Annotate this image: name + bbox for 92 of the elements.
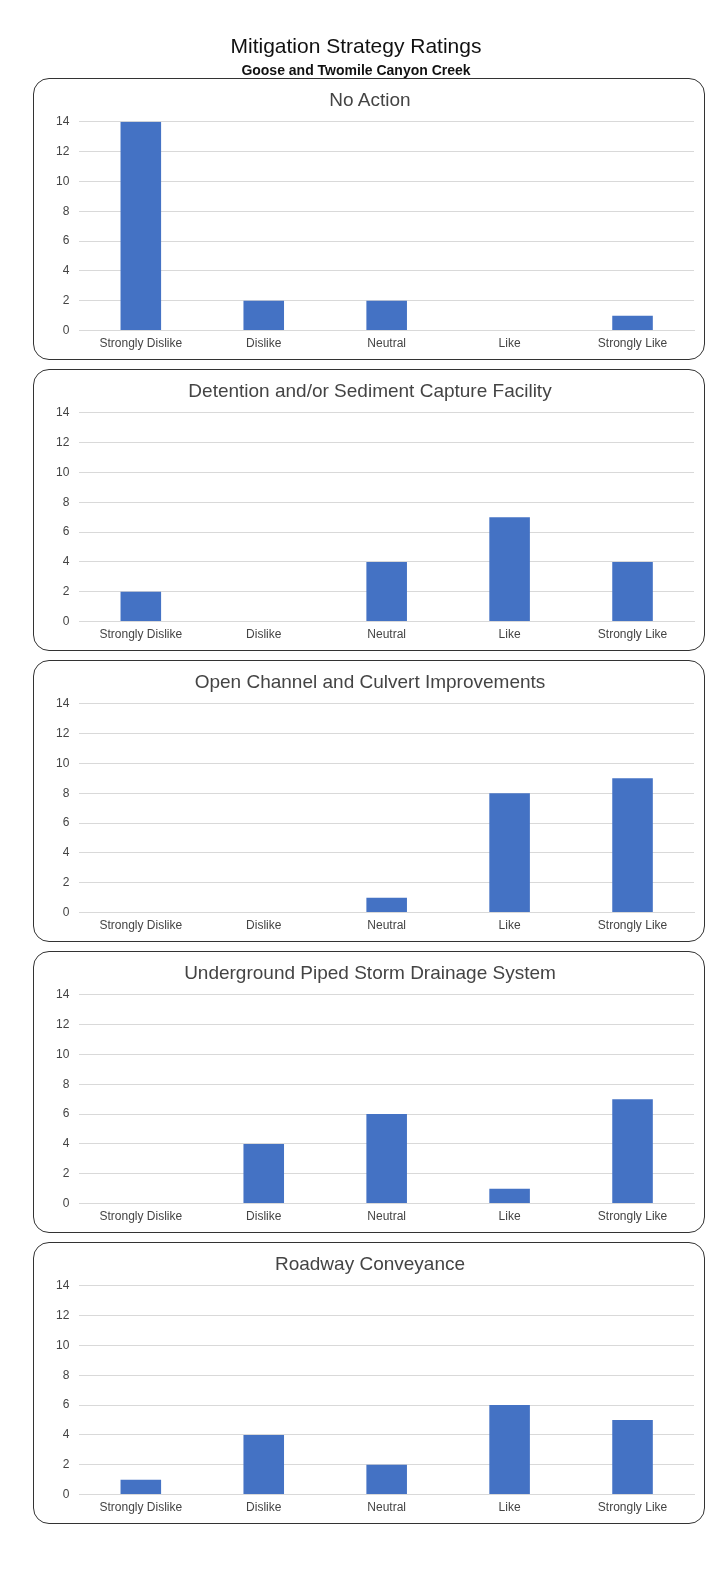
x-tick-label: Dislike: [246, 918, 282, 933]
y-tick-label: 4: [62, 1427, 70, 1442]
chart-title: No Action: [329, 88, 411, 110]
x-tick-label: Dislike: [246, 1209, 282, 1224]
y-tick-label: 8: [62, 494, 70, 509]
y-tick-label: 12: [55, 1307, 70, 1322]
y-tick-label: 4: [62, 554, 70, 569]
y-tick-label: 2: [62, 875, 70, 890]
x-tick-label: Neutral: [367, 918, 407, 933]
y-tick-label: 14: [55, 696, 70, 711]
y-tick-label: 10: [55, 1337, 70, 1352]
x-tick-label: Strongly Dislike: [99, 336, 183, 351]
x-tick-label: Dislike: [246, 627, 282, 642]
x-tick-label: Strongly Like: [597, 1500, 668, 1515]
bar: [366, 1464, 407, 1495]
y-tick-label: 14: [55, 1278, 70, 1293]
bar: [120, 1479, 162, 1495]
bar: [489, 1188, 530, 1204]
x-tick-label: Strongly Like: [597, 1209, 668, 1224]
x-tick-label: Neutral: [367, 336, 407, 351]
y-tick-label: 0: [62, 322, 70, 337]
x-tick-label: Neutral: [367, 1500, 407, 1515]
y-tick-label: 12: [55, 143, 70, 158]
y-tick-label: 4: [62, 1136, 70, 1151]
y-tick-label: 10: [55, 755, 70, 770]
x-tick-label: Like: [498, 627, 521, 642]
chart-title: Underground Piped Storm Drainage System: [184, 961, 556, 983]
y-tick-label: 6: [62, 524, 70, 539]
y-tick-label: 6: [62, 1106, 70, 1121]
y-tick-label: 10: [55, 464, 70, 479]
y-tick-label: 2: [62, 584, 70, 599]
y-tick-label: 10: [55, 1046, 70, 1061]
y-tick-label: 12: [55, 434, 70, 449]
chart-title: Roadway Conveyance: [274, 1252, 466, 1274]
bar: [489, 517, 530, 622]
bar: [612, 778, 653, 913]
y-tick-label: 8: [62, 785, 70, 800]
x-tick-label: Dislike: [246, 1500, 282, 1515]
bar: [243, 300, 285, 331]
bar: [612, 315, 653, 331]
y-tick-label: 8: [62, 203, 70, 218]
y-tick-label: 2: [62, 1166, 70, 1181]
text: Mitigation Strategy Ratings: [229, 34, 483, 58]
bar: [489, 1405, 530, 1495]
y-tick-label: 14: [55, 987, 70, 1002]
bar: [243, 1434, 285, 1495]
x-tick-label: Strongly Dislike: [99, 1500, 183, 1515]
bar: [243, 1143, 285, 1204]
bar: [366, 897, 407, 913]
y-tick-label: 14: [55, 114, 70, 129]
y-tick-label: 0: [62, 1486, 70, 1501]
x-tick-label: Neutral: [367, 627, 407, 642]
y-tick-label: 0: [62, 613, 70, 628]
y-tick-label: 10: [55, 173, 70, 188]
bar: [366, 1114, 407, 1204]
x-tick-label: Like: [498, 1209, 521, 1224]
y-tick-label: 4: [62, 845, 70, 860]
x-tick-label: Strongly Dislike: [99, 627, 183, 642]
bar: [612, 1420, 653, 1495]
chart-title: Open Channel and Culvert Improvements: [194, 670, 546, 692]
y-tick-label: 6: [62, 815, 70, 830]
y-tick-label: 6: [62, 233, 70, 248]
x-tick-label: Strongly Like: [597, 336, 668, 351]
x-tick-label: Strongly Like: [597, 918, 668, 933]
y-tick-label: 0: [62, 904, 70, 919]
y-tick-label: 12: [55, 1016, 70, 1031]
chart-title: Detention and/or Sediment Capture Facility: [188, 379, 553, 401]
bar: [612, 1099, 653, 1204]
bar: [120, 591, 162, 622]
y-tick-label: 6: [62, 1397, 70, 1412]
bar: [120, 121, 162, 331]
y-tick-label: 2: [62, 293, 70, 308]
y-tick-label: 4: [62, 263, 70, 278]
x-tick-label: Strongly Like: [597, 627, 668, 642]
y-tick-label: 0: [62, 1195, 70, 1210]
x-tick-label: Dislike: [246, 336, 282, 351]
text: Goose and Twomile Canyon Creek: [240, 62, 472, 78]
x-tick-label: Like: [498, 336, 521, 351]
bar: [612, 561, 653, 622]
bar: [366, 561, 407, 622]
x-tick-label: Neutral: [367, 1209, 407, 1224]
x-tick-label: Strongly Dislike: [99, 1209, 183, 1224]
y-tick-label: 12: [55, 725, 70, 740]
bar: [489, 793, 530, 913]
bar: [366, 300, 407, 331]
y-tick-label: 2: [62, 1457, 70, 1472]
x-tick-label: Like: [498, 918, 521, 933]
y-tick-label: 14: [55, 405, 70, 420]
x-tick-label: Like: [498, 1500, 521, 1515]
y-tick-label: 8: [62, 1367, 70, 1382]
y-tick-label: 8: [62, 1076, 70, 1091]
x-tick-label: Strongly Dislike: [99, 918, 183, 933]
